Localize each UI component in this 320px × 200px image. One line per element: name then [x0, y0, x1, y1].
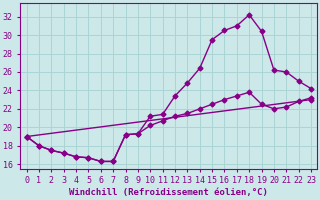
X-axis label: Windchill (Refroidissement éolien,°C): Windchill (Refroidissement éolien,°C) — [69, 188, 268, 197]
